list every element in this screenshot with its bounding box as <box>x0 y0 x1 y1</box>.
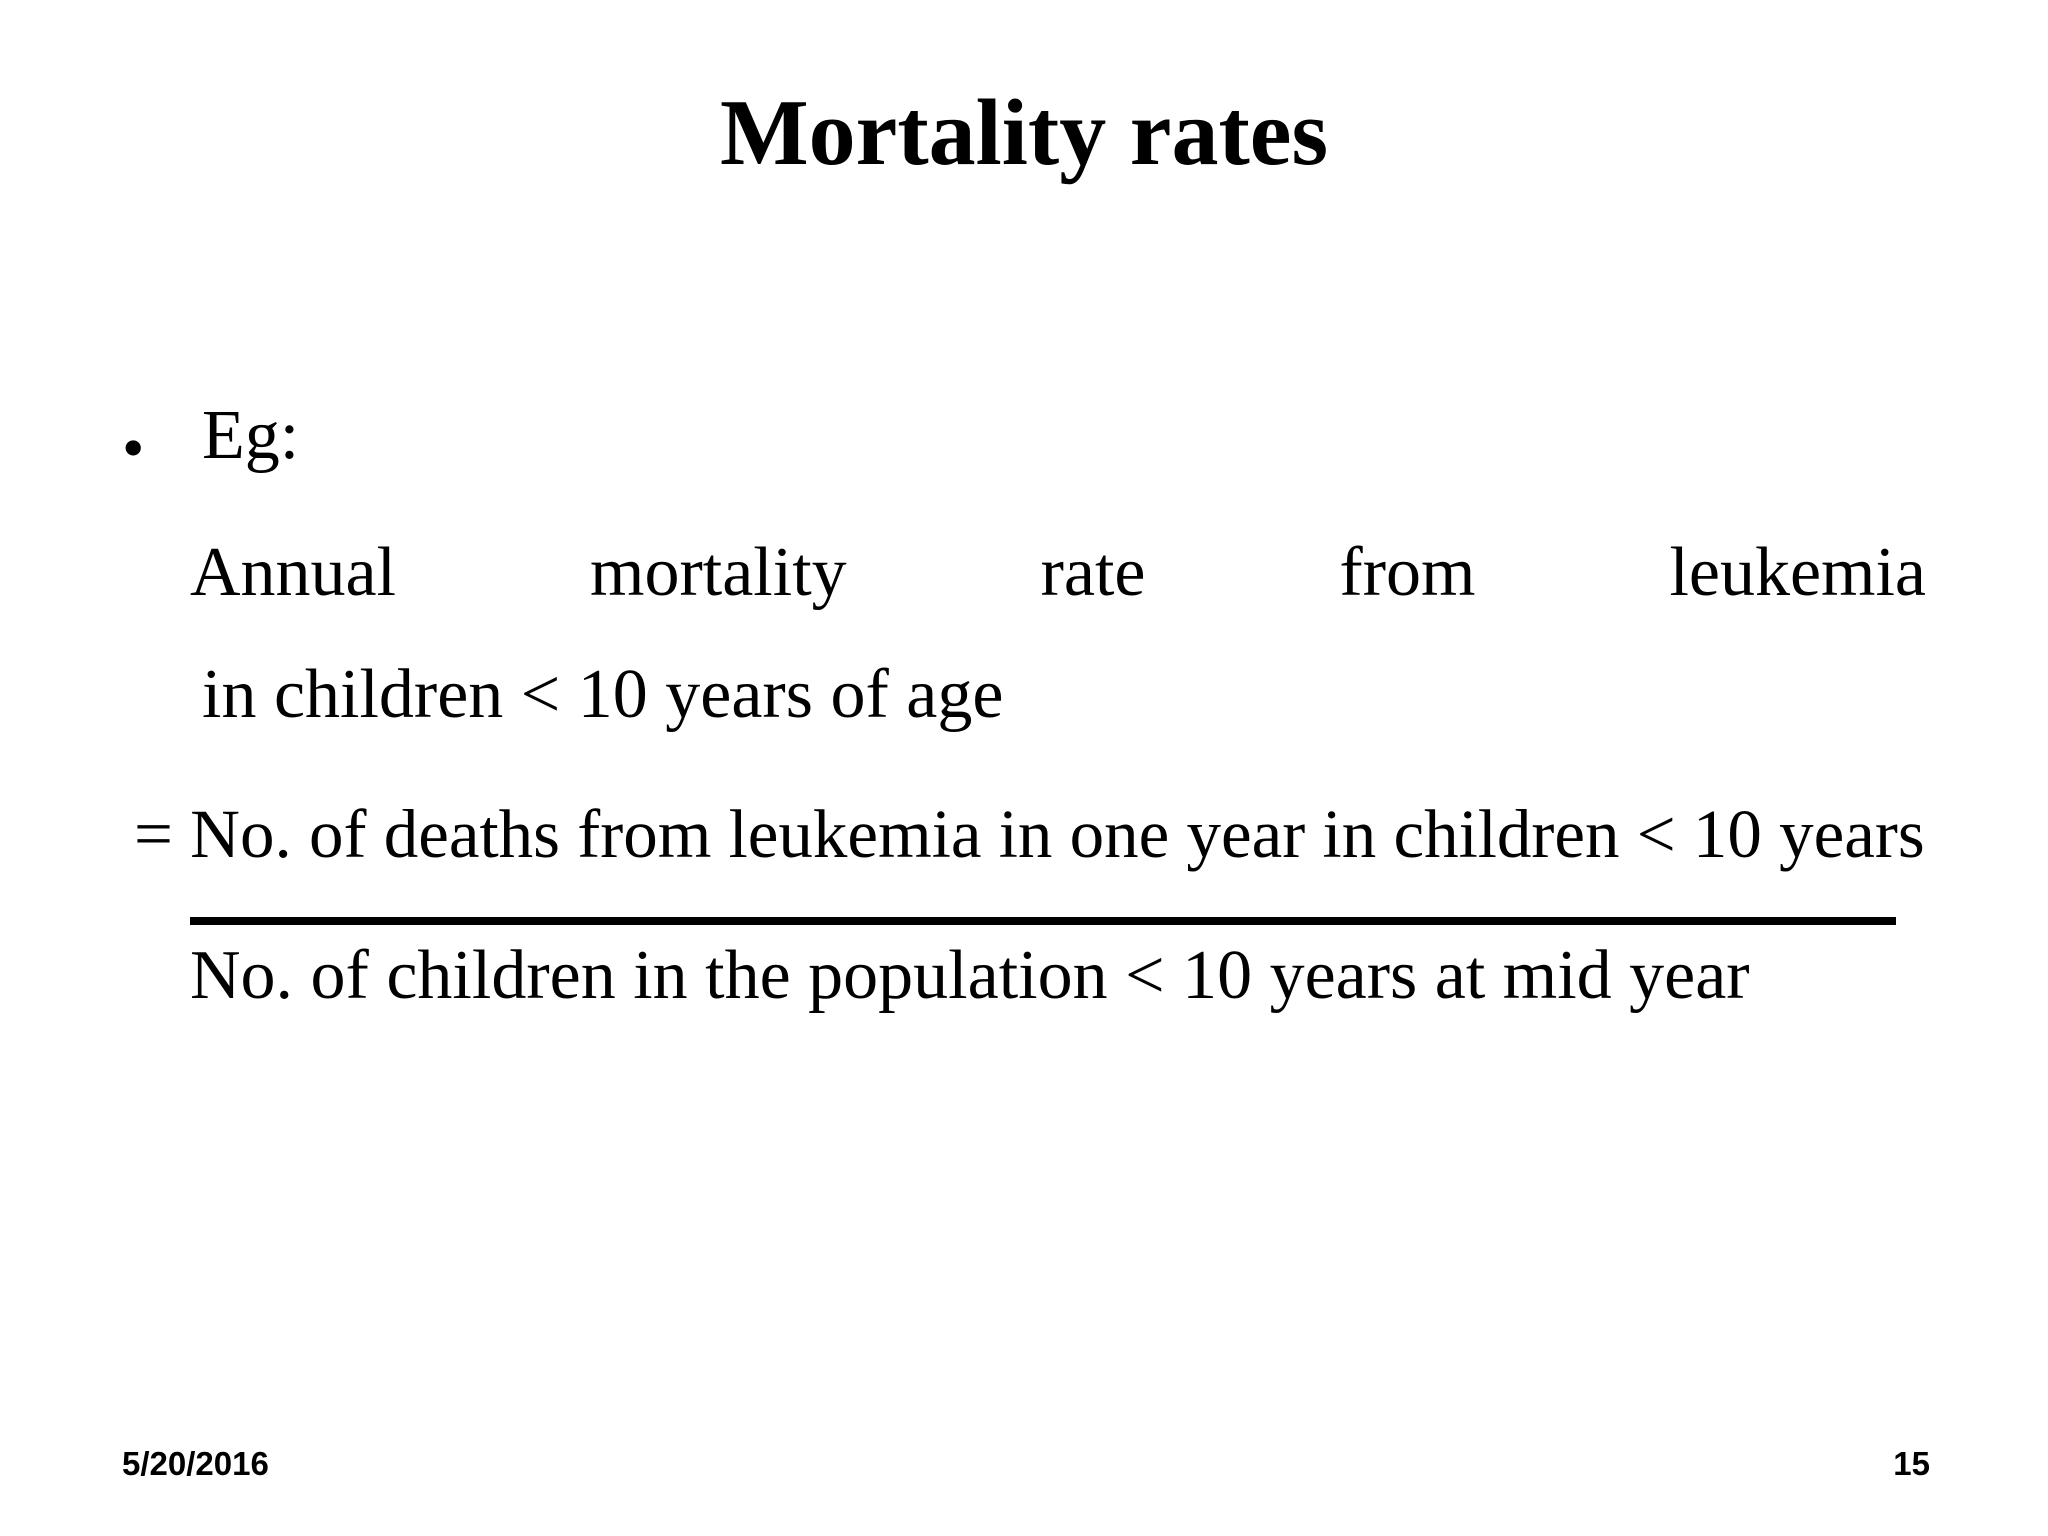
footer-page-number: 15 <box>1893 1445 1930 1482</box>
justified-word: rate <box>1040 534 1146 611</box>
justified-word: leukemia <box>1669 534 1926 611</box>
justified-text-line: Annual mortality rate from leukemia <box>190 538 1926 608</box>
justified-word: mortality <box>590 534 847 611</box>
slide-title: Mortality rates <box>719 81 1329 185</box>
footer-date: 5/20/2016 <box>122 1445 269 1482</box>
equation-numerator: = No. of deaths from leukemia in one yea… <box>134 796 1925 872</box>
equation-denominator: No. of children in the population < 10 y… <box>190 937 1750 1014</box>
fraction-bar <box>190 917 1896 925</box>
bullet-icon: • <box>122 412 145 483</box>
example-label: Eg: <box>202 397 300 474</box>
justified-word: from <box>1339 534 1476 611</box>
justified-word: Annual <box>190 534 397 611</box>
age-restriction-line: in children < 10 years of age <box>202 656 1004 733</box>
